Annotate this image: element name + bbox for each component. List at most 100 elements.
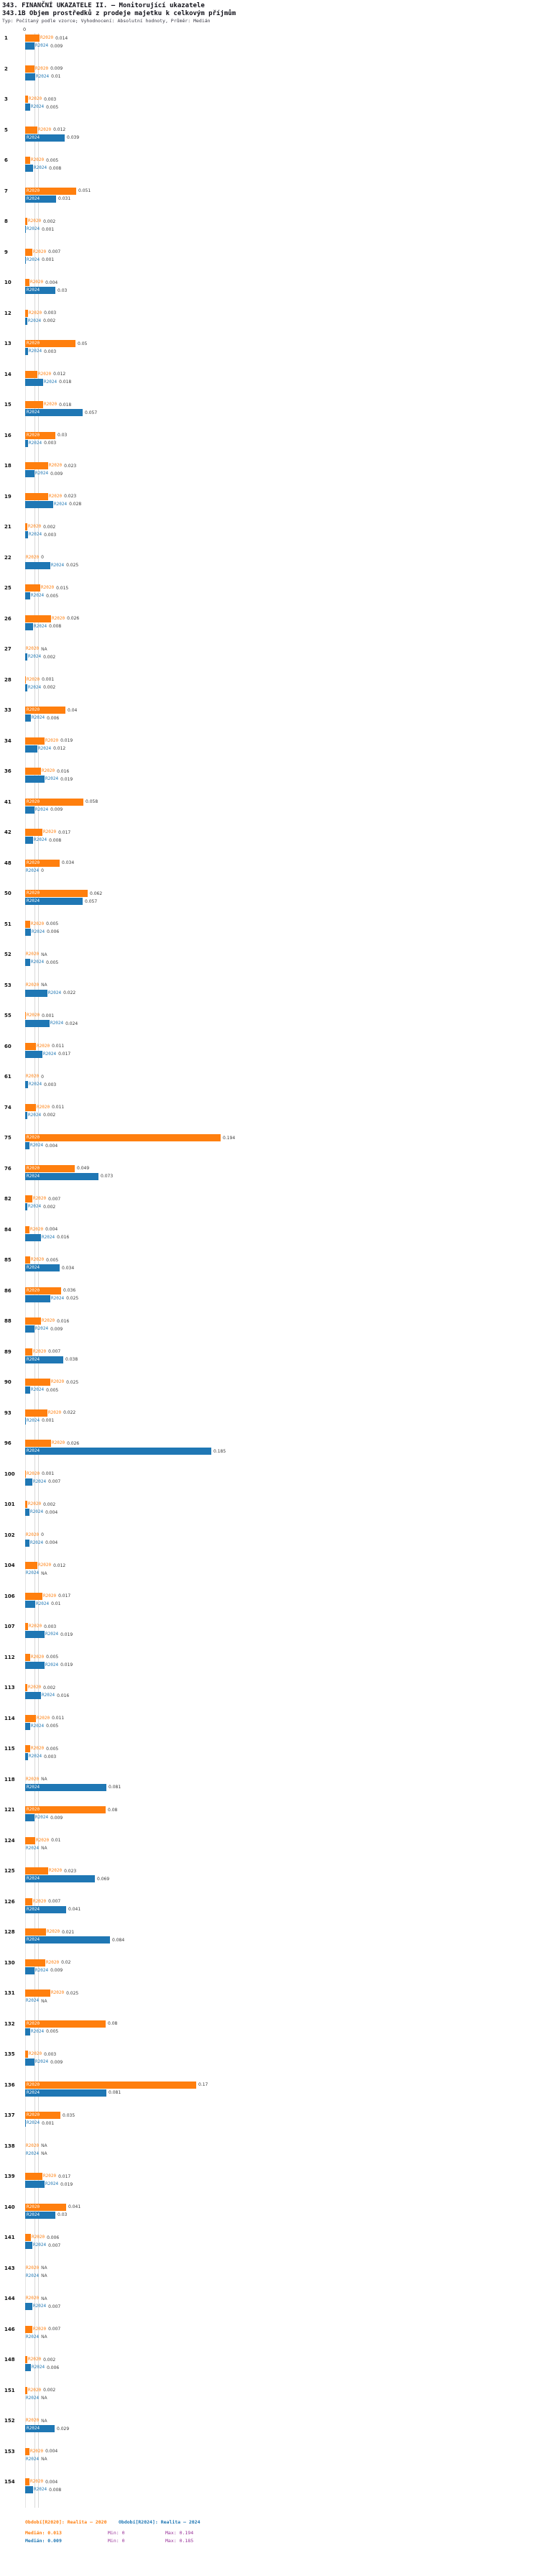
row-id-label: 114 bbox=[4, 1715, 15, 1721]
row-id-label: 153 bbox=[4, 2448, 15, 2455]
row-id-label: 60 bbox=[4, 1043, 11, 1049]
bar-r2024 bbox=[25, 439, 28, 447]
bar-value: 0 bbox=[41, 1074, 44, 1080]
series-label: R2024 bbox=[30, 1540, 44, 1545]
chart-row: 84 R2020 0.004 R2024 0.016 bbox=[0, 1225, 539, 1256]
na-value: NA bbox=[41, 952, 47, 957]
bar-r2020 bbox=[25, 737, 45, 745]
chart-row: 141 R2020 0.006 R2024 0.007 bbox=[0, 2232, 539, 2263]
bar-line-r2020: R2020 0.002 bbox=[25, 1501, 539, 1508]
series-label: R2020 bbox=[43, 1593, 57, 1598]
row-id-label: 128 bbox=[4, 1929, 15, 1935]
series-label: R2020 bbox=[51, 1990, 65, 1995]
row-id-label: 102 bbox=[4, 1532, 15, 1538]
series-label: R2020 bbox=[33, 1196, 47, 1201]
stat-median-r2024: Medián: 0.009 bbox=[25, 2537, 62, 2544]
series-label: R2024 bbox=[29, 1754, 42, 1759]
series-label: R2024 bbox=[28, 684, 42, 690]
bar-value: 0.002 bbox=[43, 524, 56, 530]
series-label: R2024 bbox=[27, 1448, 40, 1453]
series-label: R2020 bbox=[37, 1104, 50, 1110]
bar-value: 0.005 bbox=[46, 1746, 59, 1752]
bar-value: 0.005 bbox=[46, 960, 59, 965]
row-id-label: 115 bbox=[4, 1746, 15, 1752]
series-label: R2020 bbox=[43, 829, 57, 834]
series-label: R2024 bbox=[42, 1234, 55, 1240]
bar-line-r2020: R2020 0.08 bbox=[25, 2020, 539, 2028]
bar-r2024 bbox=[25, 1233, 41, 1241]
series-label: R2024 bbox=[27, 410, 40, 415]
series-label: R2024 bbox=[31, 1387, 45, 1392]
bar-line-r2020: R2020 0.015 bbox=[25, 584, 539, 592]
bar-value: 0.016 bbox=[57, 768, 70, 774]
bar-line-r2020: R2020 NA bbox=[25, 951, 539, 958]
na-value: NA bbox=[41, 1846, 47, 1851]
bar-value: 0.021 bbox=[62, 1929, 75, 1935]
bar-value: 0.194 bbox=[223, 1135, 236, 1141]
chart-row: 138 R2020 NA R2024 NA bbox=[0, 2141, 539, 2172]
bar-r2020 bbox=[25, 1684, 27, 1691]
bar-value: 0.005 bbox=[46, 157, 59, 163]
bar-value: 0.01 bbox=[51, 1838, 61, 1843]
bar-r2020 bbox=[25, 218, 27, 225]
bar-value: 0.002 bbox=[43, 654, 56, 660]
series-label: R2020 bbox=[35, 65, 49, 71]
bar-value: 0.05 bbox=[78, 341, 88, 346]
chart-title: 343. FINANČNÍ UKAZATELE II. – Monitorují… bbox=[2, 2, 205, 9]
bar-line-r2020: R2020 0.007 bbox=[25, 1348, 539, 1356]
chart-row: 15 R2020 0.018 R2024 0.057 bbox=[0, 400, 539, 431]
chart-row: 21 R2020 0.002 R2024 0.003 bbox=[0, 522, 539, 553]
bar-r2020 bbox=[25, 1714, 36, 1722]
chart-row: 112 R2020 0.005 R2024 0.019 bbox=[0, 1652, 539, 1683]
bar-value: 0.039 bbox=[67, 135, 80, 140]
bar-line-r2020: R2020 0.016 bbox=[25, 1317, 539, 1325]
series-label: R2020 bbox=[47, 1929, 60, 1934]
bar-value: 0.007 bbox=[48, 1899, 61, 1904]
bar-line-r2024: R2024 NA bbox=[25, 2395, 539, 2402]
bar-r2024: R2024 bbox=[25, 1264, 60, 1271]
bar-line-r2020: R2020 0.017 bbox=[25, 2173, 539, 2180]
bar-r2020: R2020 bbox=[25, 187, 76, 195]
series-label: R2024 bbox=[26, 2395, 40, 2401]
bar-line-r2024: R2024 0.003 bbox=[25, 439, 539, 447]
bar-line-r2024: R2024 0.005 bbox=[25, 104, 539, 111]
bar-value: 0.005 bbox=[46, 2029, 59, 2034]
series-label: R2020 bbox=[26, 982, 40, 988]
bar-value: 0.017 bbox=[58, 1052, 71, 1057]
series-label: R2024 bbox=[27, 1876, 40, 1881]
bar-value: 0.03 bbox=[57, 288, 68, 293]
series-label: R2020 bbox=[29, 96, 42, 101]
series-label: R2020 bbox=[30, 2479, 44, 2484]
row-id-label: 132 bbox=[4, 2020, 15, 2027]
bar-value: 0.002 bbox=[43, 2388, 56, 2393]
bar-value: 0.008 bbox=[49, 165, 62, 171]
series-label: R2024 bbox=[29, 440, 42, 446]
series-label: R2020 bbox=[26, 2296, 40, 2301]
bar-value: 0.012 bbox=[53, 372, 66, 377]
bar-r2024 bbox=[25, 1081, 28, 1088]
series-label: R2020 bbox=[26, 2418, 40, 2423]
bar-value: 0.005 bbox=[46, 593, 59, 599]
series-label: R2020 bbox=[38, 126, 52, 132]
bar-r2024 bbox=[25, 2058, 34, 2066]
bar-r2024 bbox=[25, 256, 26, 264]
chart-row: 86 R2020 0.036 R2024 0.025 bbox=[0, 1286, 539, 1317]
bar-line-r2024: R2024 0.007 bbox=[25, 1478, 539, 1486]
bar-value: 0.003 bbox=[44, 1754, 57, 1760]
series-label: R2020 bbox=[26, 646, 40, 651]
na-value: NA bbox=[41, 1777, 47, 1782]
bar-value: 0.026 bbox=[67, 1440, 80, 1446]
chart-legend: Období[R2020]: Realita – 2020 Období[R20… bbox=[25, 2519, 539, 2545]
series-label: R2024 bbox=[35, 2059, 49, 2064]
bar-value: 0.031 bbox=[58, 196, 71, 201]
bar-line-r2024: R2024 0.019 bbox=[25, 1631, 539, 1638]
bar-line-r2024: R2024 0.004 bbox=[25, 1539, 539, 1547]
chart-row: 74 R2020 0.011 R2024 0.002 bbox=[0, 1103, 539, 1133]
bar-line-r2020: R2020 NA bbox=[25, 2295, 539, 2302]
bar-value: 0.007 bbox=[48, 1349, 61, 1354]
stat-max-r2020: Max: 0.194 bbox=[165, 2529, 194, 2536]
bar-line-r2024: R2024 0.001 bbox=[25, 2120, 539, 2127]
chart-row: 135 R2020 0.003 R2024 0.009 bbox=[0, 2049, 539, 2080]
series-label: R2024 bbox=[43, 1051, 57, 1057]
row-id-label: 1 bbox=[4, 35, 8, 41]
